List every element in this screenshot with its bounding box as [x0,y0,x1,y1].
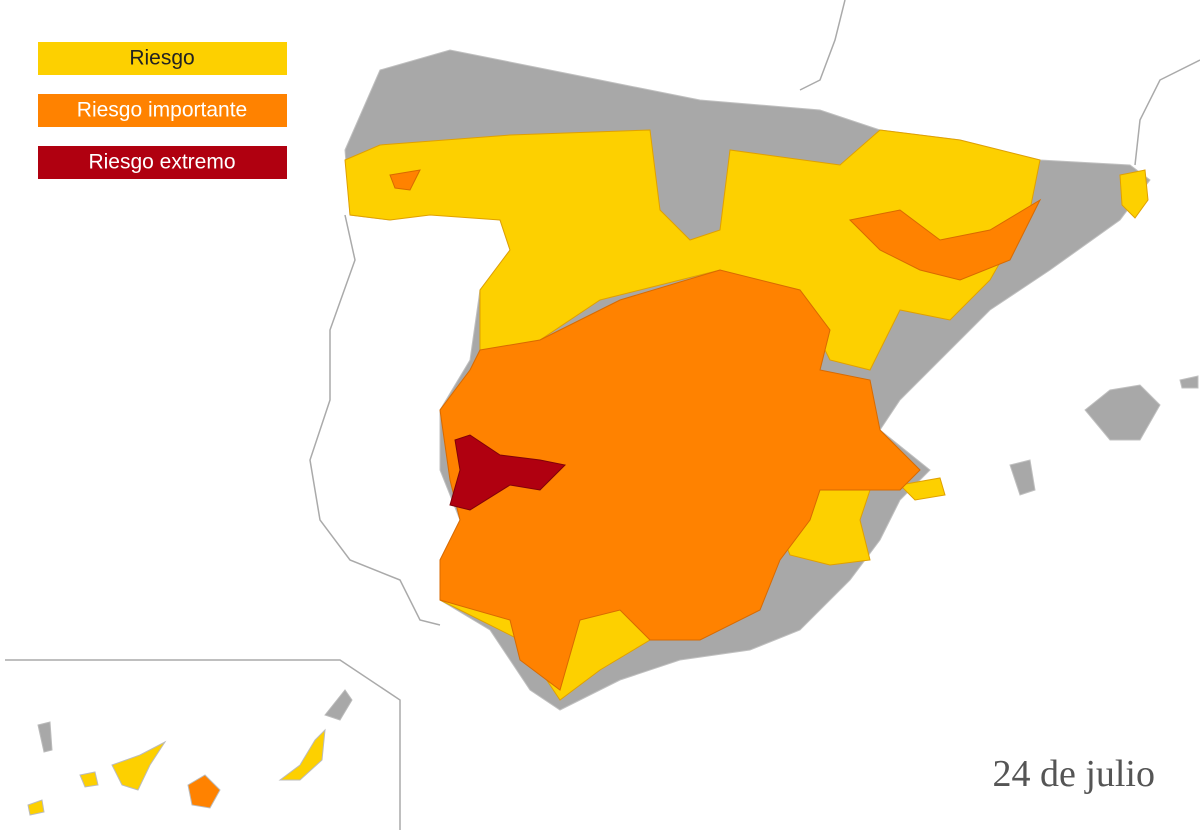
legend-swatch [38,42,287,75]
date: 24 de julio [992,753,1155,795]
legend-label: Riesgo importante [77,99,247,122]
legend: Riesgo Riesgo importante Riesgo extremo [38,42,287,179]
legend-swatch [38,146,287,179]
legend-swatch [38,94,287,127]
borders [5,0,1200,830]
canary-islands [27,689,353,816]
risk-zones [344,129,1149,701]
legend-label: Riesgo [129,47,194,70]
legend-label: Riesgo extremo [88,151,235,174]
